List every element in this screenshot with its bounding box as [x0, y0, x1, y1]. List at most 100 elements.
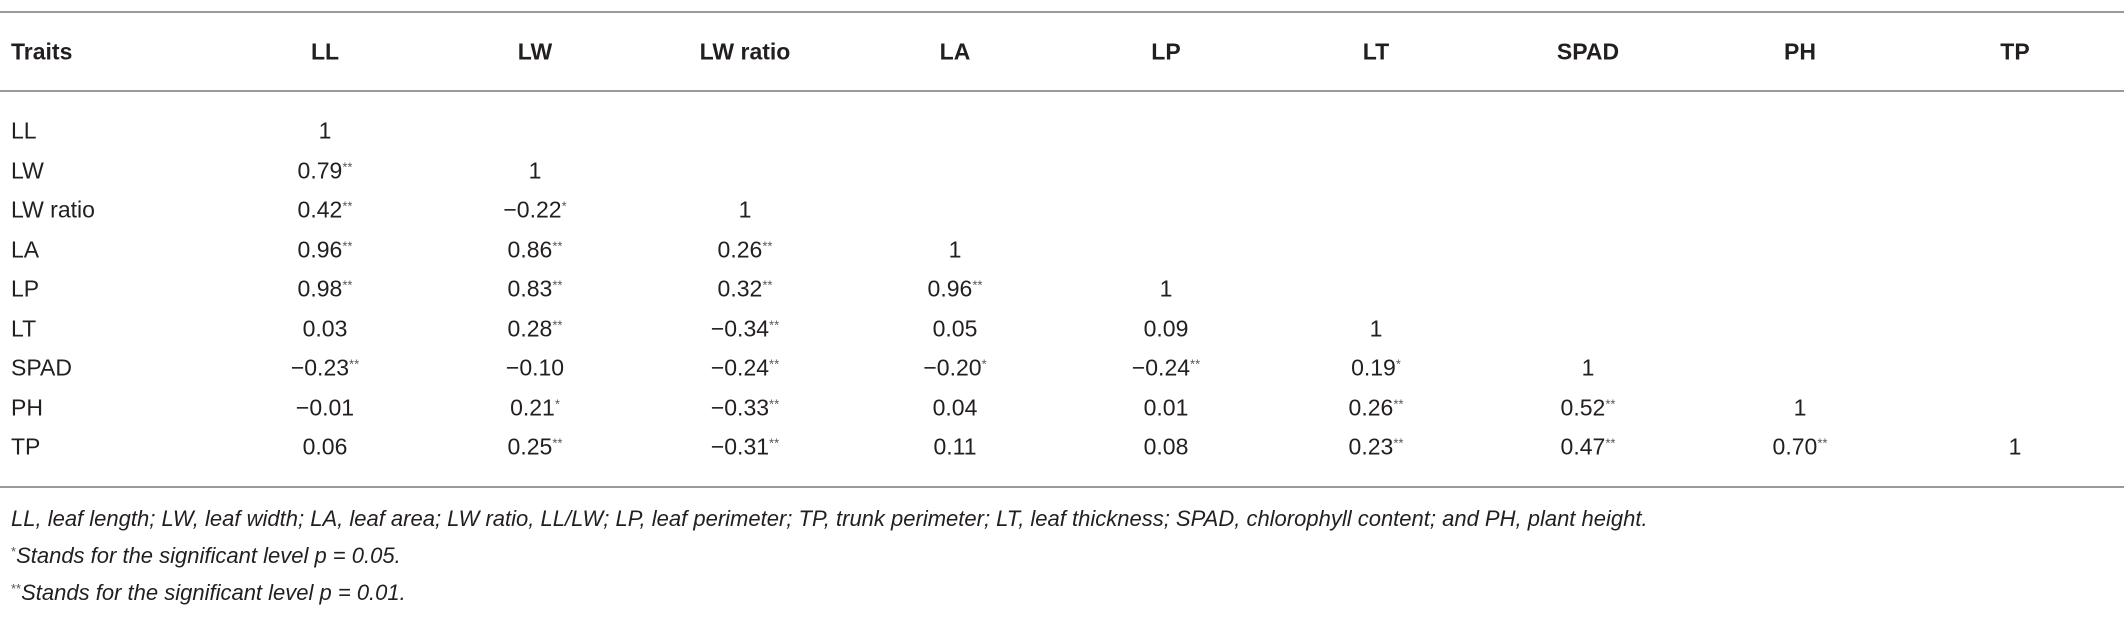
cell-value: −0.24 — [1131, 354, 1191, 381]
cell: 0.09 — [1144, 317, 1189, 340]
header-cell: LT — [1362, 38, 1390, 65]
cell: 0.86** — [508, 238, 563, 261]
header-cell: LW — [517, 38, 553, 65]
cell-value: −0.22 — [503, 196, 562, 223]
cell: 0.25** — [507, 433, 563, 460]
cell-value: 0.32 — [717, 275, 763, 302]
cell: 1 — [1581, 354, 1595, 381]
cell: 0.47** — [1560, 433, 1616, 460]
cell-value: −0.20 — [923, 354, 982, 381]
footnote-mark: * — [11, 544, 17, 559]
cell-value: 0.98 — [297, 275, 343, 302]
row-label: LL — [11, 117, 37, 144]
cell: 1 — [1370, 317, 1383, 340]
significance-mark: ** — [1190, 356, 1201, 372]
cell: 0.19* — [1351, 354, 1401, 381]
significance-mark: ** — [769, 435, 780, 451]
cell-value: 0.11 — [933, 433, 977, 460]
cell: 0.23** — [1349, 435, 1404, 459]
cell-value: 0.19 — [1351, 354, 1396, 381]
header-cell: SPAD — [1556, 38, 1620, 65]
cell-value: 0.28 — [507, 315, 553, 341]
cell: 0.70** — [1772, 433, 1828, 460]
cell-value: 1 — [1369, 315, 1383, 341]
row-label: LT — [11, 315, 37, 341]
cell-value: 0.25 — [507, 433, 553, 460]
cell-value: −0.34 — [710, 315, 770, 341]
cell: 1 — [2008, 433, 2022, 460]
header-cell: PH — [1784, 38, 1816, 65]
row-label: LP — [11, 275, 40, 302]
cell-value: 0.26 — [1348, 394, 1394, 420]
cell-value: 0.08 — [1143, 433, 1189, 460]
cell: 0.52** — [1561, 396, 1616, 419]
cell-value: −0.33 — [710, 394, 770, 420]
cell-value: 1 — [1581, 354, 1595, 381]
cell: −0.23** — [290, 354, 360, 381]
cell: 0.98** — [297, 275, 353, 302]
cell: −0.31** — [710, 433, 780, 460]
cell: −0.10 — [506, 356, 564, 380]
row-label: LW ratio — [11, 196, 95, 223]
cell: 1 — [738, 196, 752, 223]
cell-value: 0.03 — [302, 315, 348, 341]
header-cell: LL — [310, 38, 340, 65]
cell-value: 0.70 — [1772, 433, 1818, 460]
cell: 0.28** — [508, 317, 563, 340]
significance-mark: * — [554, 396, 560, 411]
significance-mark: * — [1395, 356, 1401, 372]
cell-value: −0.24 — [710, 354, 770, 381]
significance-mark: ** — [1393, 435, 1404, 451]
footnote: **Stands for the significant level p = 0… — [11, 582, 406, 604]
cell-value: 0.96 — [297, 236, 343, 262]
cell-value: 0.26 — [717, 236, 763, 262]
cell-value: 0.42 — [297, 196, 343, 223]
cell-value: 0.96 — [927, 275, 973, 302]
significance-mark: * — [561, 198, 567, 214]
cell-value: 1 — [738, 196, 752, 223]
cell-value: 0.47 — [1560, 433, 1606, 460]
footnote: *Stands for the significant level p = 0.… — [11, 545, 401, 567]
significance-mark: ** — [342, 198, 353, 214]
row-label: SPAD — [11, 354, 72, 381]
row-label: LW — [11, 157, 44, 183]
cell: −0.01 — [296, 396, 354, 419]
bottom-rule — [0, 486, 2124, 488]
footnote: LL, leaf length; LW, leaf width; LA, lea… — [11, 508, 1648, 530]
cell-value: −0.31 — [710, 433, 770, 460]
significance-mark: ** — [769, 396, 780, 411]
significance-mark: ** — [1817, 435, 1828, 451]
cell: 1 — [529, 159, 542, 182]
cell-value: −0.23 — [290, 354, 350, 381]
cell-value: 0.86 — [507, 236, 553, 262]
header-cell: LW ratio — [699, 38, 791, 65]
significance-mark: ** — [769, 356, 780, 372]
cell: −0.20* — [923, 354, 986, 381]
cell: 1 — [949, 238, 962, 261]
header-rule — [0, 90, 2124, 92]
cell-value: 1 — [2008, 433, 2022, 460]
significance-mark: ** — [342, 238, 353, 253]
cell: 0.06 — [303, 435, 348, 459]
cell-value: 0.52 — [1560, 394, 1606, 420]
significance-mark: ** — [769, 317, 780, 332]
cell: 0.83** — [508, 277, 563, 301]
cell-value: 1 — [318, 117, 332, 144]
cell: 0.08 — [1143, 433, 1189, 460]
header-cell: TP — [2000, 38, 2030, 65]
significance-mark: ** — [972, 277, 983, 293]
significance-mark: ** — [762, 277, 773, 293]
significance-mark: ** — [552, 238, 563, 253]
significance-mark: ** — [349, 356, 360, 372]
top-rule — [0, 11, 2124, 13]
cell: −0.22* — [503, 196, 567, 223]
significance-mark: ** — [552, 317, 563, 332]
cell: −0.33** — [711, 396, 779, 419]
cell: 0.01 — [1144, 396, 1189, 419]
cell: 0.42** — [297, 196, 353, 223]
header-cell: LA — [939, 38, 971, 65]
footnote-text: LL, leaf length; LW, leaf width; LA, lea… — [11, 506, 1648, 531]
significance-mark: ** — [1605, 435, 1616, 451]
header-cell: Traits — [11, 38, 73, 65]
cell-value: 1 — [948, 236, 962, 262]
